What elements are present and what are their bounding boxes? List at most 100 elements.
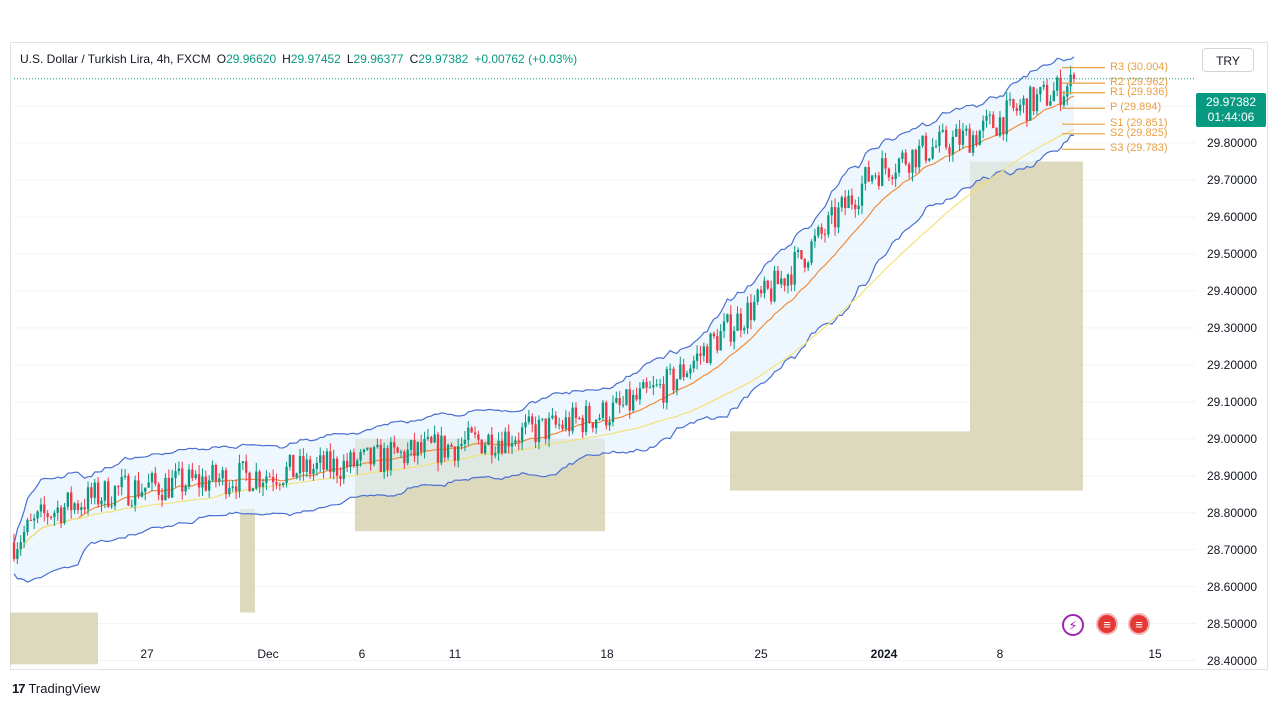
candle-body	[446, 444, 450, 458]
bollinger-band-fill	[14, 56, 1074, 583]
moving-average-line	[13, 128, 1075, 560]
bollinger-upper-line	[13, 56, 1075, 545]
bar-countdown: 01:44:06	[1207, 110, 1255, 124]
candle-body	[157, 483, 160, 495]
candle-body	[70, 492, 73, 511]
support-zone	[10, 612, 98, 665]
support-zone	[970, 161, 1083, 491]
candle-body	[833, 207, 837, 228]
candle-body	[968, 128, 971, 153]
candle-body	[588, 405, 591, 423]
candle-body	[305, 459, 308, 472]
legend-symbol: U.S. Dollar / Turkish Lira, 4h, FXCM	[20, 52, 211, 66]
candle-body	[719, 331, 722, 351]
candle-body	[59, 507, 63, 523]
candle-body	[773, 270, 776, 302]
lightning-icon[interactable]: ⚡	[1062, 614, 1084, 636]
candle-body	[561, 424, 564, 429]
pivot-label: S1 (29.851)	[1110, 117, 1168, 130]
candle-body	[440, 435, 443, 463]
candle-body	[813, 235, 817, 242]
candle-body	[265, 476, 268, 483]
price-tick-label: 29.70000	[1207, 173, 1258, 187]
candle-body	[877, 175, 880, 186]
candle-body	[581, 417, 584, 433]
candle-body	[948, 147, 951, 155]
candle-body	[655, 384, 658, 386]
candle-body	[339, 475, 342, 479]
candle-body	[534, 424, 537, 442]
candle-body	[56, 507, 59, 513]
candle-body	[669, 368, 672, 370]
candle-body	[150, 473, 154, 483]
candle-body	[981, 120, 985, 131]
legend-open-value: 29.96620	[226, 52, 277, 66]
candle-body	[329, 451, 332, 473]
candle-body	[571, 407, 574, 432]
candle-body	[403, 451, 406, 464]
candle-body	[335, 458, 339, 476]
candle-body	[827, 215, 830, 235]
candle-body	[208, 480, 211, 491]
tradingview-logo[interactable]: 17 TradingView	[12, 681, 100, 696]
candle-body	[823, 233, 827, 235]
candle-body	[93, 482, 96, 498]
candle-body	[211, 464, 214, 481]
candle-body	[123, 475, 127, 478]
candle-body	[776, 270, 780, 285]
candle-body	[396, 447, 399, 453]
candle-body	[1015, 107, 1018, 111]
candle-body	[601, 402, 605, 418]
candle-body	[420, 442, 423, 452]
candle-body	[214, 464, 218, 482]
candle-body	[86, 487, 90, 510]
candle-body	[658, 384, 662, 386]
us-flag-icon-2[interactable]: ≡	[1128, 613, 1150, 635]
candle-body	[625, 389, 628, 405]
candle-body	[554, 415, 557, 425]
candle-body	[1056, 77, 1059, 91]
candle-body	[322, 455, 325, 470]
candle-body	[258, 471, 261, 487]
candle-body	[231, 486, 234, 488]
candle-body	[413, 440, 416, 457]
candle-body	[430, 436, 433, 443]
candle-body	[460, 443, 463, 447]
candle-body	[463, 439, 467, 444]
candle-body	[736, 313, 739, 331]
currency-button[interactable]: TRY	[1202, 48, 1254, 72]
time-tick-label: 8	[996, 647, 1004, 661]
candle-body	[520, 427, 524, 443]
candle-body	[1032, 87, 1035, 112]
candle-body	[547, 417, 551, 440]
candle-body	[29, 519, 32, 521]
candle-body	[288, 454, 292, 467]
candle-body	[830, 207, 833, 216]
candle-body	[867, 167, 870, 182]
candle-body	[49, 516, 53, 518]
support-zone	[240, 509, 255, 613]
candle-body	[780, 278, 783, 285]
us-flag-icon[interactable]: ≡	[1096, 613, 1118, 635]
candle-body	[164, 477, 167, 501]
time-tick-label: Dec	[257, 647, 279, 661]
candle-body	[918, 145, 921, 168]
candle-body	[83, 507, 86, 510]
bollinger-basis-line	[13, 95, 1075, 560]
candle-body	[938, 131, 941, 146]
candle-body	[292, 454, 295, 478]
candle-body	[911, 149, 914, 173]
candle-body	[907, 164, 911, 173]
chart-legend: U.S. Dollar / Turkish Lira, 4h, FXCM O29…	[20, 52, 577, 66]
candle-body	[379, 444, 382, 472]
candle-body	[275, 482, 278, 485]
candle-body	[433, 434, 436, 443]
candle-body	[510, 443, 514, 447]
candle-body	[817, 227, 820, 236]
candle-body	[810, 241, 813, 263]
candle-body	[477, 434, 480, 440]
candle-body	[615, 397, 618, 403]
candle-body	[931, 147, 934, 159]
candle-body	[107, 481, 110, 507]
